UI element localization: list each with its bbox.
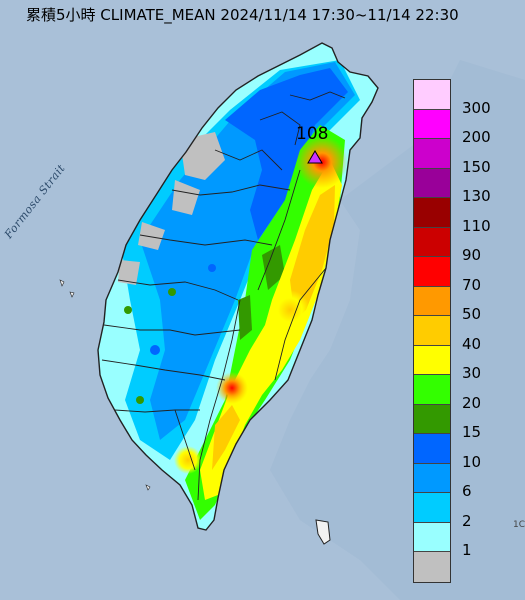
sea-shading: [270, 60, 525, 600]
legend-swatch: [414, 80, 450, 110]
legend-label: 10: [462, 452, 482, 471]
map-title: 累積5小時 CLIMATE_MEAN 2024/11/14 17:30~11/1…: [26, 6, 459, 24]
legend-swatch: [414, 522, 450, 552]
legend-swatch: [414, 345, 450, 375]
legend-label: 30: [462, 364, 482, 383]
legend-swatch: [414, 375, 450, 405]
max-rainfall-value: 108: [296, 124, 329, 144]
legend-swatch: [414, 109, 450, 139]
legend-label: 1: [462, 541, 472, 560]
legend-label: 150: [462, 157, 491, 176]
legend-swatch: [414, 198, 450, 228]
legend-label: 130: [462, 187, 491, 206]
legend-swatch: [414, 139, 450, 169]
green-island: [315, 519, 331, 545]
legend-swatch: [414, 227, 450, 257]
rainfall-legend: [413, 79, 451, 583]
legend-swatch: [414, 316, 450, 346]
max-rainfall-marker-icon: [307, 150, 323, 164]
legend-label: 90: [462, 246, 482, 265]
legend-label: 50: [462, 305, 482, 324]
liuqiu-island: [145, 484, 151, 491]
legend-label: 200: [462, 128, 491, 147]
legend-label: 300: [462, 98, 491, 117]
legend-swatch: [414, 463, 450, 493]
legend-swatch: [414, 257, 450, 287]
legend-swatch: [414, 493, 450, 523]
legend-label: 20: [462, 393, 482, 412]
legend-label: 40: [462, 334, 482, 353]
penghu-islands: [59, 279, 75, 298]
coastline: [97, 42, 379, 531]
legend-label: 6: [462, 482, 472, 501]
corner-mark: 1C: [513, 520, 525, 530]
legend-label: 70: [462, 275, 482, 294]
legend-label: 15: [462, 423, 482, 442]
legend-swatch: [414, 552, 450, 582]
legend-swatch: [414, 404, 450, 434]
legend-swatch: [414, 286, 450, 316]
legend-label: 2: [462, 511, 472, 530]
legend-swatch: [414, 168, 450, 198]
legend-swatch: [414, 434, 450, 464]
county-borders: [101, 91, 346, 501]
legend-label: 110: [462, 216, 491, 235]
